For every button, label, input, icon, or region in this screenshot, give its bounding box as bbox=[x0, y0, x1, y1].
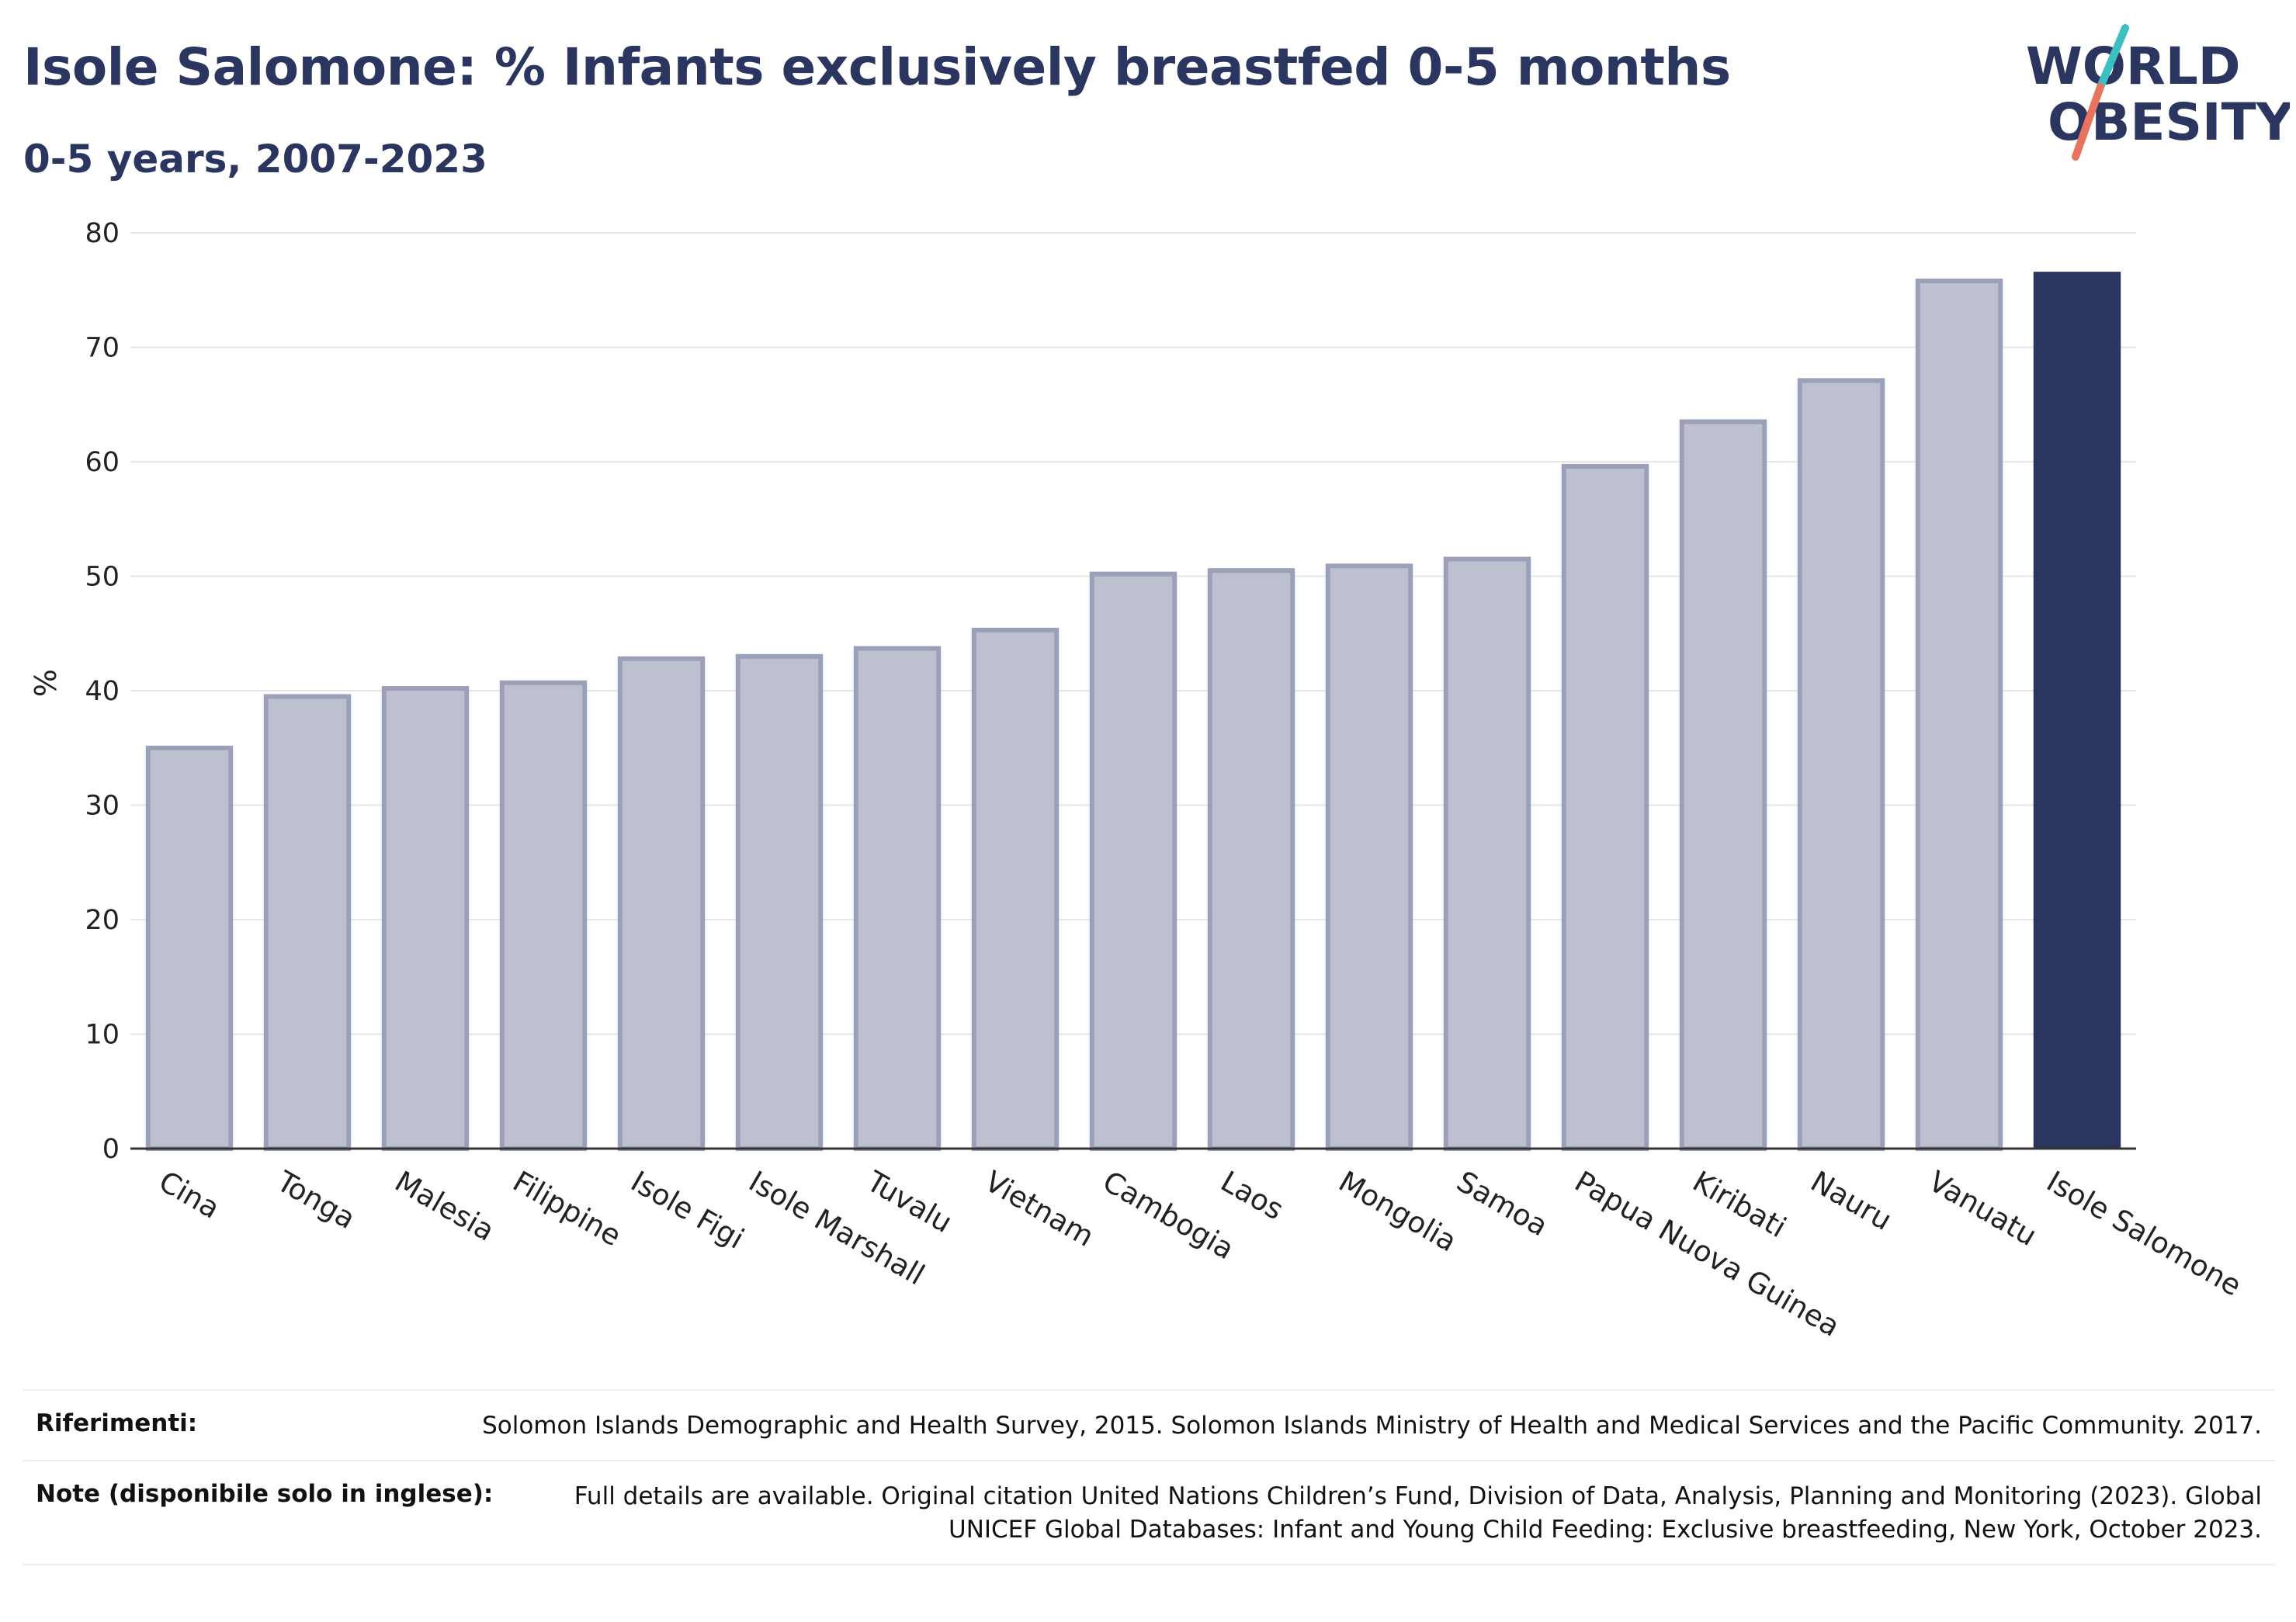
reference-label: Note (disponibile solo in inglese): bbox=[36, 1480, 494, 1508]
y-axis-ticks: 0 10 20 30 40 50 60 70 80 bbox=[85, 218, 120, 1165]
x-tick-label: Mongolia bbox=[1334, 1165, 1462, 1259]
reference-label: Riferimenti: bbox=[36, 1409, 198, 1437]
bar-nauru bbox=[1797, 378, 1885, 1151]
bar-isole-marshall bbox=[735, 653, 824, 1151]
logo-stroke-coral bbox=[2072, 83, 2104, 161]
bar-tuvalu bbox=[853, 646, 942, 1151]
y-tick-label: 10 bbox=[85, 1020, 120, 1051]
bar-mongolia bbox=[1325, 563, 1413, 1151]
references-table: Riferimenti: Solomon Islands Demographic … bbox=[23, 1389, 2274, 1565]
bar-isole-figi bbox=[617, 656, 706, 1151]
page-subtitle: 0-5 years, 2007-2023 bbox=[23, 137, 487, 182]
x-tick-label: Tuvalu bbox=[861, 1164, 958, 1239]
reference-row: Note (disponibile solo in inglese): Full … bbox=[23, 1460, 2274, 1565]
reference-row: Riferimenti: Solomon Islands Demographic … bbox=[23, 1389, 2274, 1460]
reference-text: Full details are available. Original cit… bbox=[574, 1482, 2262, 1544]
logo-line-1: WORLD bbox=[2026, 36, 2241, 96]
x-tick-label: Vanuatu bbox=[1923, 1165, 2043, 1253]
reference-text: Solomon Islands Demographic and Health S… bbox=[482, 1412, 2262, 1440]
y-tick-label: 0 bbox=[102, 1134, 120, 1165]
x-tick-label: Tonga bbox=[271, 1164, 361, 1236]
bar-chart: 0 10 20 30 40 50 60 70 80 Cina Tonga Malesia Filipp… bbox=[29, 218, 2247, 1343]
x-tick-label: Vietnam bbox=[980, 1165, 1100, 1253]
bars bbox=[145, 272, 2121, 1151]
bar-isole-salomone bbox=[2033, 272, 2121, 1149]
x-tick-label: Filippine bbox=[508, 1165, 627, 1253]
y-tick-label: 60 bbox=[85, 447, 120, 478]
y-tick-label: 30 bbox=[85, 791, 120, 822]
y-tick-label: 40 bbox=[85, 676, 120, 707]
x-tick-label: Cina bbox=[154, 1165, 226, 1225]
page-title: Isole Salomone: % Infants exclusively br… bbox=[23, 37, 1731, 97]
bar-cambogia bbox=[1089, 571, 1177, 1151]
bar-filippine bbox=[499, 680, 588, 1151]
bar-laos bbox=[1207, 568, 1295, 1151]
bar-tonga bbox=[263, 694, 352, 1151]
y-axis-label: % bbox=[29, 669, 63, 697]
bar-vietnam bbox=[971, 627, 1060, 1151]
x-tick-label: Isole Salomone bbox=[2041, 1165, 2247, 1303]
x-tick-label: Laos bbox=[1216, 1165, 1289, 1227]
bar-samoa bbox=[1443, 556, 1531, 1151]
bar-kiribati bbox=[1679, 419, 1767, 1151]
bar-cina bbox=[145, 745, 234, 1151]
y-tick-label: 20 bbox=[85, 905, 120, 936]
x-tick-label: Nauru bbox=[1805, 1165, 1898, 1237]
world-obesity-logo: WORLD OBESITY bbox=[2026, 24, 2290, 161]
y-tick-label: 70 bbox=[85, 333, 120, 364]
bar-vanuatu bbox=[1915, 279, 2003, 1151]
x-tick-label: Samoa bbox=[1451, 1165, 1554, 1243]
logo-stroke-teal bbox=[2097, 24, 2129, 91]
bar-malesia bbox=[381, 686, 470, 1151]
x-tick-label: Isole Figi bbox=[626, 1165, 750, 1256]
bar-papua-nuova-guinea bbox=[1561, 463, 1649, 1151]
x-tick-label: Malesia bbox=[390, 1165, 501, 1248]
y-tick-label: 50 bbox=[85, 562, 120, 593]
x-tick-label: Cambogia bbox=[1098, 1165, 1240, 1267]
y-tick-label: 80 bbox=[85, 218, 120, 249]
